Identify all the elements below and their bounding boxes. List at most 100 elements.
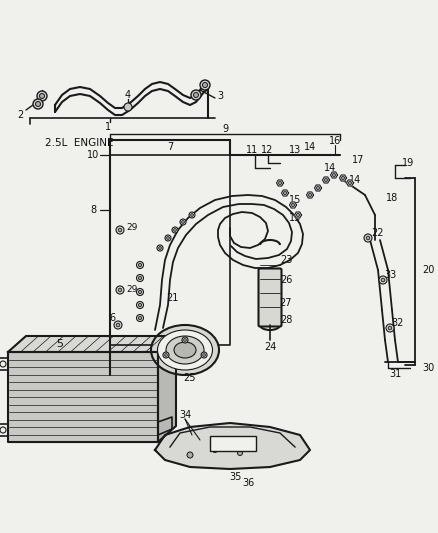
Circle shape bbox=[157, 245, 163, 251]
Circle shape bbox=[388, 326, 392, 330]
Circle shape bbox=[194, 93, 198, 98]
Polygon shape bbox=[294, 212, 301, 218]
Text: 30: 30 bbox=[422, 363, 434, 373]
Polygon shape bbox=[307, 192, 314, 198]
Circle shape bbox=[316, 187, 320, 190]
Text: 26: 26 bbox=[280, 275, 292, 285]
Text: 28: 28 bbox=[280, 315, 292, 325]
Text: 33: 33 bbox=[384, 270, 396, 280]
Circle shape bbox=[201, 352, 207, 358]
Text: 10: 10 bbox=[87, 150, 99, 160]
Circle shape bbox=[116, 323, 120, 327]
Text: 14: 14 bbox=[304, 142, 316, 152]
Text: 3: 3 bbox=[217, 91, 223, 101]
Text: 5: 5 bbox=[57, 339, 64, 349]
Text: 22: 22 bbox=[372, 228, 384, 238]
Circle shape bbox=[200, 80, 210, 90]
Text: 19: 19 bbox=[402, 158, 414, 168]
Circle shape bbox=[348, 181, 352, 184]
Circle shape bbox=[173, 229, 177, 231]
Polygon shape bbox=[8, 336, 176, 352]
Circle shape bbox=[191, 90, 201, 100]
Circle shape bbox=[165, 354, 167, 357]
Polygon shape bbox=[322, 177, 329, 183]
Circle shape bbox=[37, 91, 47, 101]
Circle shape bbox=[138, 277, 141, 280]
Circle shape bbox=[165, 235, 171, 241]
Circle shape bbox=[291, 204, 295, 207]
Circle shape bbox=[342, 176, 345, 180]
Text: 8: 8 bbox=[90, 205, 96, 215]
Ellipse shape bbox=[158, 330, 212, 370]
Text: 2: 2 bbox=[17, 110, 23, 120]
Circle shape bbox=[379, 276, 387, 284]
Circle shape bbox=[283, 191, 286, 195]
Circle shape bbox=[138, 317, 141, 320]
Circle shape bbox=[203, 354, 205, 357]
Circle shape bbox=[184, 338, 186, 341]
Text: 24: 24 bbox=[264, 342, 276, 352]
Polygon shape bbox=[158, 336, 176, 442]
Circle shape bbox=[182, 221, 184, 223]
Circle shape bbox=[366, 236, 370, 240]
Circle shape bbox=[137, 288, 144, 295]
Circle shape bbox=[163, 352, 169, 358]
Text: 34: 34 bbox=[179, 410, 191, 420]
Text: 13: 13 bbox=[289, 145, 301, 155]
Ellipse shape bbox=[166, 336, 204, 364]
Circle shape bbox=[202, 83, 208, 87]
Circle shape bbox=[137, 302, 144, 309]
Polygon shape bbox=[276, 180, 283, 186]
Text: 29: 29 bbox=[126, 286, 138, 295]
Text: 4: 4 bbox=[125, 90, 131, 100]
Circle shape bbox=[138, 303, 141, 306]
Text: 25: 25 bbox=[184, 373, 196, 383]
Circle shape bbox=[325, 179, 328, 182]
Text: 32: 32 bbox=[391, 318, 403, 328]
Circle shape bbox=[381, 278, 385, 282]
Polygon shape bbox=[331, 172, 338, 178]
Text: 27: 27 bbox=[280, 298, 292, 308]
Text: 18: 18 bbox=[386, 193, 398, 203]
Polygon shape bbox=[290, 202, 297, 208]
Text: 2.5L  ENGINE: 2.5L ENGINE bbox=[45, 138, 113, 148]
Polygon shape bbox=[282, 190, 289, 196]
Circle shape bbox=[297, 213, 300, 216]
Polygon shape bbox=[8, 352, 158, 442]
Text: 11: 11 bbox=[246, 145, 258, 155]
Text: 31: 31 bbox=[389, 369, 401, 379]
Text: 15: 15 bbox=[289, 213, 301, 223]
Text: 12: 12 bbox=[261, 145, 273, 155]
Text: 36: 36 bbox=[242, 478, 254, 488]
Circle shape bbox=[0, 427, 6, 433]
Text: 14: 14 bbox=[324, 163, 336, 173]
Circle shape bbox=[279, 181, 282, 184]
Polygon shape bbox=[155, 423, 310, 469]
Text: 15: 15 bbox=[289, 195, 301, 205]
Text: 6: 6 bbox=[109, 313, 115, 323]
Circle shape bbox=[189, 212, 195, 218]
Text: 16: 16 bbox=[329, 136, 341, 146]
Text: 14: 14 bbox=[349, 175, 361, 185]
Circle shape bbox=[33, 99, 43, 109]
Circle shape bbox=[386, 324, 394, 332]
Circle shape bbox=[137, 262, 144, 269]
Circle shape bbox=[364, 234, 372, 242]
Circle shape bbox=[191, 214, 193, 216]
Circle shape bbox=[138, 290, 141, 294]
Circle shape bbox=[159, 247, 161, 249]
Circle shape bbox=[118, 288, 122, 292]
Circle shape bbox=[172, 227, 178, 233]
Text: 29: 29 bbox=[126, 223, 138, 232]
Text: 20: 20 bbox=[422, 265, 434, 275]
Polygon shape bbox=[346, 180, 353, 186]
Circle shape bbox=[212, 448, 218, 453]
Text: 17: 17 bbox=[352, 155, 364, 165]
Circle shape bbox=[237, 450, 243, 456]
Text: 9: 9 bbox=[222, 124, 228, 134]
Circle shape bbox=[308, 193, 311, 197]
Circle shape bbox=[332, 173, 336, 176]
FancyBboxPatch shape bbox=[209, 435, 255, 450]
Circle shape bbox=[116, 286, 124, 294]
Polygon shape bbox=[314, 185, 321, 191]
